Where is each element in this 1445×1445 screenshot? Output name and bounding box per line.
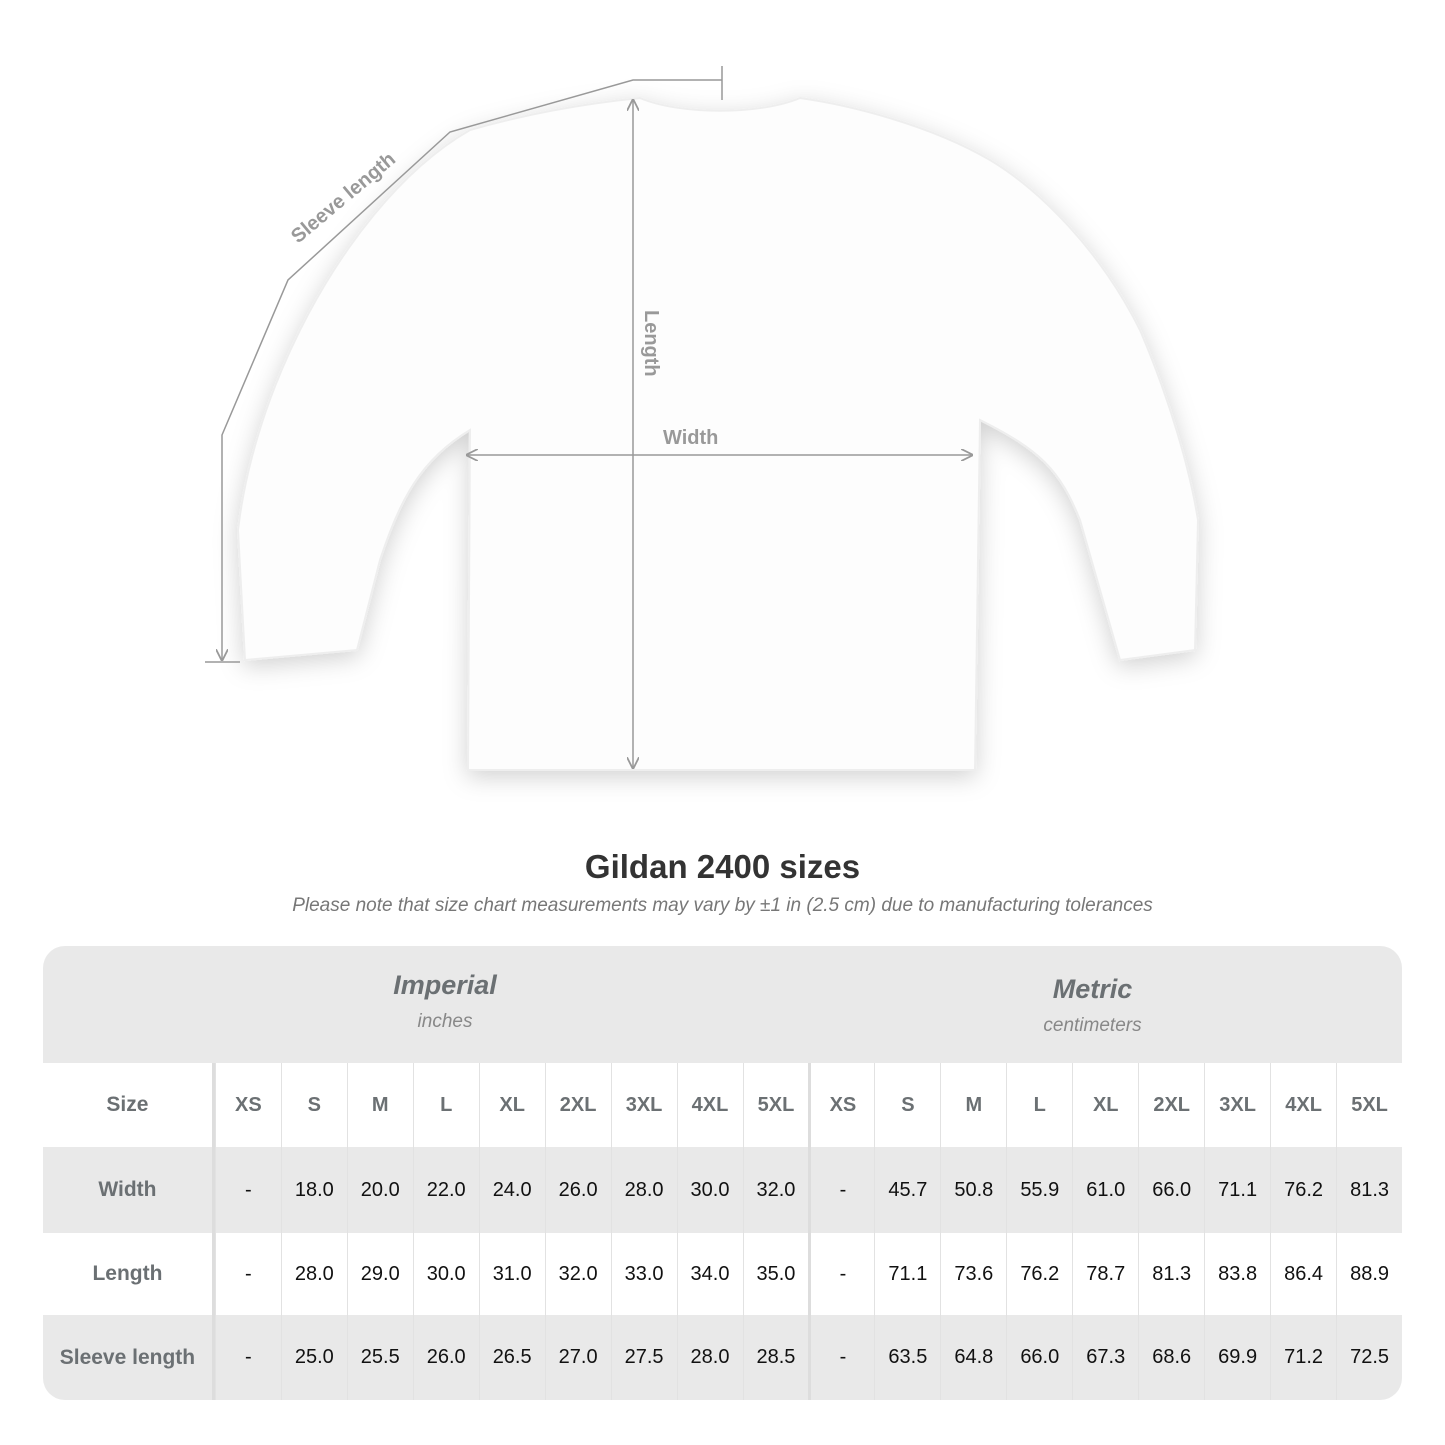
chart-title: Gildan 2400 sizes — [584, 848, 861, 885]
value-imperial: 25.5 — [346, 1315, 413, 1400]
value-metric: 63.5 — [874, 1315, 940, 1400]
value-imperial: 28.0 — [676, 1315, 743, 1400]
row-label: Sleeve length — [43, 1315, 215, 1400]
size-metric: 5XL — [1336, 1063, 1402, 1147]
size-metric: 2XL — [1138, 1063, 1204, 1147]
value-metric: 72.5 — [1336, 1315, 1402, 1400]
value-metric: 69.9 — [1204, 1315, 1270, 1400]
value-imperial: 30.0 — [676, 1147, 743, 1233]
value-metric: 86.4 — [1270, 1233, 1336, 1315]
size-imperial: 2XL — [544, 1063, 611, 1147]
value-imperial: 25.0 — [280, 1315, 347, 1400]
value-metric: - — [808, 1233, 874, 1315]
width-label: Width — [663, 427, 718, 449]
imperial-unit: inches — [417, 1011, 473, 1032]
value-imperial: 33.0 — [610, 1233, 677, 1315]
value-metric: 64.8 — [940, 1315, 1006, 1400]
value-metric: 68.6 — [1138, 1315, 1204, 1400]
value-imperial: 28.5 — [742, 1315, 809, 1400]
value-metric: 71.1 — [1204, 1147, 1270, 1233]
value-imperial: 27.5 — [610, 1315, 677, 1400]
value-metric: 66.0 — [1006, 1315, 1072, 1400]
measurement-lines — [205, 66, 972, 768]
value-imperial: 18.0 — [280, 1147, 347, 1233]
size-imperial: XS — [214, 1063, 281, 1147]
row-label: Length — [43, 1233, 215, 1315]
value-metric: 55.9 — [1006, 1147, 1072, 1233]
value-imperial: 30.0 — [412, 1233, 479, 1315]
imperial-title: Imperial — [393, 970, 497, 1000]
value-imperial: 32.0 — [742, 1147, 809, 1233]
size-imperial: L — [412, 1063, 479, 1147]
value-metric: 78.7 — [1072, 1233, 1138, 1315]
value-metric: 71.1 — [874, 1233, 940, 1315]
row-label: Size — [43, 1063, 215, 1147]
value-imperial: 26.5 — [478, 1315, 545, 1400]
long-sleeve-shirt — [236, 96, 1200, 771]
size-imperial: M — [346, 1063, 413, 1147]
size-metric: 4XL — [1270, 1063, 1336, 1147]
size-metric: S — [874, 1063, 940, 1147]
value-metric: 83.8 — [1204, 1233, 1270, 1315]
size-metric: XL — [1072, 1063, 1138, 1147]
value-metric: 76.2 — [1006, 1233, 1072, 1315]
unit-header-band — [43, 946, 1402, 1063]
value-imperial: 27.0 — [544, 1315, 611, 1400]
tolerance-note: Please note that size chart measurements… — [292, 895, 1153, 916]
value-imperial: - — [214, 1233, 281, 1315]
size-table: Imperial inches Metric centimeters Size X… — [43, 946, 1402, 1400]
length-label: Length — [640, 310, 662, 377]
value-metric: 76.2 — [1270, 1147, 1336, 1233]
value-imperial: 26.0 — [544, 1147, 611, 1233]
size-metric: M — [940, 1063, 1006, 1147]
metric-unit: centimeters — [1043, 1015, 1142, 1036]
size-metric: XS — [808, 1063, 874, 1147]
table-row: Width -18.0 20.0 22.0 24.0 26.0 28.0 30.0 32.0-4… — [43, 1147, 1402, 1233]
value-metric: - — [808, 1147, 874, 1233]
value-metric: 71.2 — [1270, 1315, 1336, 1400]
value-metric: 88.9 — [1336, 1233, 1402, 1315]
value-imperial: - — [214, 1315, 281, 1400]
value-metric: - — [808, 1315, 874, 1400]
value-imperial: 35.0 — [742, 1233, 809, 1315]
size-imperial: 4XL — [676, 1063, 743, 1147]
value-metric: 66.0 — [1138, 1147, 1204, 1233]
size-header-row: Size XS S M L XL 2XL 3XL 4XL 5XL XS S M L XL 2XL 3XL 4XL 5… — [43, 1063, 1402, 1147]
metric-header: Metric centimeters — [809, 974, 1376, 1037]
shirt-diagram: Sleeve length Length Width — [205, 66, 1200, 771]
value-imperial: 32.0 — [544, 1233, 611, 1315]
size-imperial: 3XL — [610, 1063, 677, 1147]
value-metric: 81.3 — [1336, 1147, 1402, 1233]
value-imperial: 24.0 — [478, 1147, 545, 1233]
size-metric: 3XL — [1204, 1063, 1270, 1147]
row-label: Width — [43, 1147, 215, 1233]
value-metric: 73.6 — [940, 1233, 1006, 1315]
value-imperial: 26.0 — [412, 1315, 479, 1400]
size-imperial: 5XL — [742, 1063, 809, 1147]
value-imperial: 31.0 — [478, 1233, 545, 1315]
value-metric: 61.0 — [1072, 1147, 1138, 1233]
size-metric: L — [1006, 1063, 1072, 1147]
value-imperial: 29.0 — [346, 1233, 413, 1315]
value-metric: 50.8 — [940, 1147, 1006, 1233]
size-imperial: S — [280, 1063, 347, 1147]
sleeve-length-line — [222, 79, 722, 660]
size-imperial: XL — [478, 1063, 545, 1147]
value-imperial: 34.0 — [676, 1233, 743, 1315]
value-imperial: 28.0 — [280, 1233, 347, 1315]
value-imperial: 20.0 — [346, 1147, 413, 1233]
metric-title: Metric — [1052, 974, 1133, 1004]
value-metric: 81.3 — [1138, 1233, 1204, 1315]
table-row: Length -28.0 29.0 30.0 31.0 32.0 33.0 34.0 35.0-… — [43, 1233, 1402, 1315]
value-imperial: - — [214, 1147, 281, 1233]
value-imperial: 28.0 — [610, 1147, 677, 1233]
value-imperial: 22.0 — [412, 1147, 479, 1233]
value-metric: 67.3 — [1072, 1315, 1138, 1400]
imperial-header: Imperial inches — [215, 970, 675, 1033]
value-metric: 45.7 — [874, 1147, 940, 1233]
table-row: Sleeve length -25.0 25.5 26.0 26.5 27.0 27.5 28… — [43, 1315, 1402, 1400]
